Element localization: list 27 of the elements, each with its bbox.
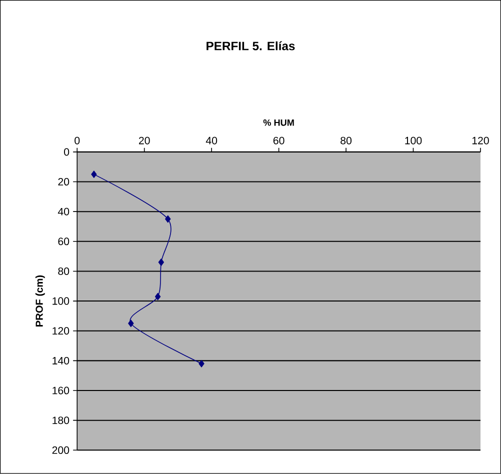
point — [154, 293, 161, 300]
y-tick-label: 20 — [58, 178, 70, 186]
point — [128, 320, 134, 328]
x-tick-label: 80 — [340, 136, 352, 144]
point — [158, 258, 164, 266]
y-tick-label: 0 — [64, 148, 70, 156]
chart-title: PERFIL 5. Elías — [206, 41, 295, 50]
y-tick-label: 120 — [52, 327, 70, 335]
point — [198, 360, 204, 368]
y-axis-title: PROF (cm) — [35, 276, 45, 327]
y-tick-label: 60 — [58, 238, 70, 246]
x-tick-label: 60 — [273, 136, 284, 144]
y-tick-label: 200 — [52, 446, 70, 454]
y-tick-label: 40 — [58, 208, 70, 216]
y-tick-label: 160 — [52, 386, 70, 394]
y-tick-label: 100 — [52, 297, 70, 305]
x-tick-label: 0 — [74, 136, 80, 144]
x-tick-label: 20 — [138, 136, 150, 144]
y-tick-label: 80 — [58, 268, 70, 276]
x-tick-label: 40 — [206, 136, 218, 144]
y-tick-label: 140 — [52, 357, 70, 365]
point — [91, 170, 97, 178]
x-tick-label: 120 — [472, 136, 489, 144]
point — [165, 216, 171, 223]
x-tick-label: 100 — [405, 136, 422, 144]
y-tick-label: 180 — [52, 416, 70, 424]
x-axis-title: % HUM — [263, 120, 294, 126]
